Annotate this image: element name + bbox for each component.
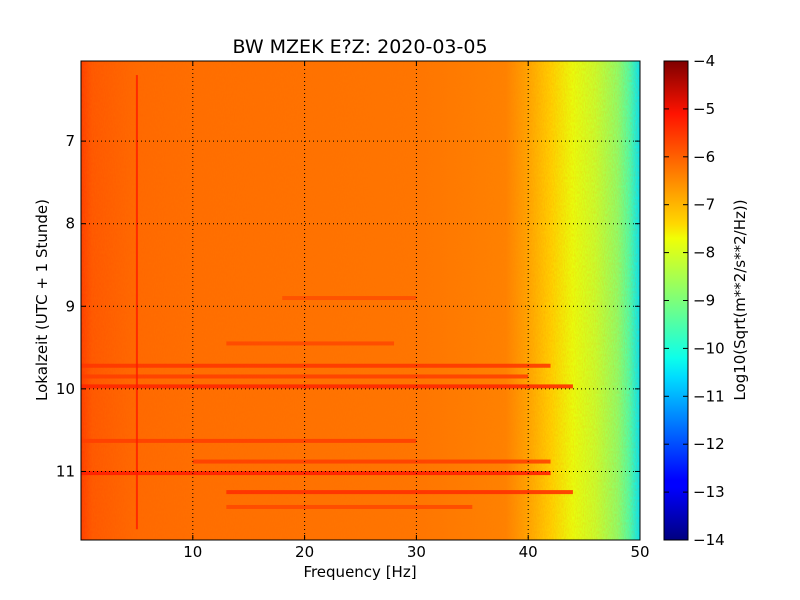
spectral-band — [81, 374, 529, 379]
colorbar-tick-label: −9 — [693, 292, 715, 310]
y-tick-label: 8 — [65, 215, 75, 233]
spectral-band — [226, 504, 473, 509]
spectral-band — [81, 438, 417, 443]
spectral-band — [226, 341, 395, 346]
y-axis-ticks: 7 8 9 10 11 — [56, 132, 640, 480]
colorbar-tick-label: −13 — [693, 483, 725, 501]
y-tick-label: 10 — [56, 380, 75, 398]
x-tick-label: 40 — [519, 543, 538, 561]
colorbar-tick-label: −6 — [693, 148, 715, 166]
y-tick-label: 11 — [56, 462, 75, 480]
x-axis-ticks: 10 20 30 40 50 — [183, 61, 650, 561]
y-tick-label: 9 — [65, 297, 75, 315]
spectral-band — [192, 459, 551, 464]
y-tick-label: 7 — [65, 132, 75, 150]
spectral-line — [135, 75, 138, 530]
plot-frame — [80, 60, 641, 541]
colorbar: −4 −5 −6 −7 −8 −9 −10 −11 −12 −13 −14 Log10(Sqrt(m… — [663, 52, 749, 549]
plot-area — [81, 61, 640, 540]
spectral-bands — [81, 75, 573, 530]
x-tick-label: 50 — [630, 543, 649, 561]
x-tick-label: 20 — [295, 543, 314, 561]
spectral-band — [81, 363, 551, 368]
y-axis-label: Lokalzeit (UTC + 1 Stunde) — [33, 199, 51, 401]
x-tick-label: 30 — [407, 543, 426, 561]
spectral-band — [282, 296, 417, 301]
colorbar-tick-label: −11 — [693, 387, 725, 405]
colorbar-ticks: −4 −5 −6 −7 −8 −9 −10 −11 −12 −13 −14 — [664, 52, 725, 549]
x-axis-label: Frequency [Hz] — [303, 563, 416, 581]
colorbar-tick-label: −14 — [693, 531, 725, 549]
colorbar-tick-label: −4 — [693, 52, 715, 70]
colorbar-label: Log10(Sqrt(m**2/s**2/Hz)) — [731, 199, 749, 400]
chart-title: BW MZEK E?Z: 2020-03-05 — [232, 36, 487, 58]
noise-texture — [81, 61, 640, 540]
colorbar-tick-label: −12 — [693, 435, 725, 453]
colorbar-tick-label: −7 — [693, 196, 715, 214]
colorbar-tick-label: −8 — [693, 244, 715, 262]
colorbar-tick-label: −5 — [693, 100, 715, 118]
x-tick-label: 10 — [183, 543, 202, 561]
spectral-band — [81, 384, 573, 389]
spectral-band — [226, 490, 573, 495]
spectral-band — [81, 471, 551, 476]
colorbar-tick-label: −10 — [693, 339, 725, 357]
